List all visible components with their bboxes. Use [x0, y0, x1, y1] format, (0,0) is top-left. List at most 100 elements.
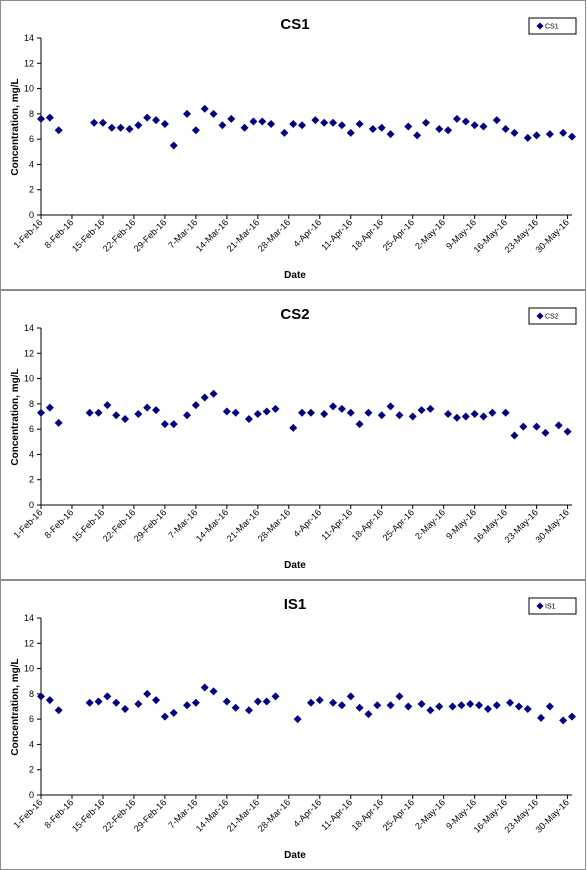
x-tick-label: 28-Mar-16 [256, 797, 292, 833]
y-tick-label: 12 [24, 638, 34, 648]
data-point [231, 703, 240, 712]
y-tick-label: 12 [24, 348, 34, 358]
x-tick-label: 22-Feb-16 [101, 217, 137, 253]
chart-title: CS1 [280, 16, 309, 33]
data-point [448, 702, 457, 711]
data-point [568, 712, 576, 721]
data-point [227, 114, 236, 123]
data-point [315, 696, 324, 705]
data-point [386, 402, 395, 411]
data-point [364, 710, 373, 719]
data-point [355, 703, 364, 712]
data-point [355, 119, 364, 128]
data-point [537, 713, 546, 722]
y-tick-label: 10 [24, 374, 34, 384]
y-tick-label: 6 [29, 424, 34, 434]
data-point [541, 428, 550, 437]
data-point [306, 698, 315, 707]
data-point [368, 125, 377, 134]
legend-box [528, 307, 577, 325]
data-point [532, 422, 541, 431]
data-point [262, 407, 271, 416]
data-point [311, 116, 320, 125]
data-point [452, 114, 461, 123]
y-tick-label: 0 [29, 210, 34, 220]
data-point [395, 411, 404, 420]
data-point [37, 408, 45, 417]
data-point [183, 109, 192, 118]
x-tick-label: 28-Mar-16 [256, 217, 292, 253]
data-point [337, 404, 346, 413]
data-point [143, 403, 152, 412]
data-point [98, 118, 107, 127]
data-point [112, 411, 121, 420]
data-point [152, 406, 161, 415]
y-tick-label: 0 [29, 500, 34, 510]
legend-box [528, 17, 577, 35]
chart-panel-cs1: CS1 0 2 4 6 8 10 12 14 1-Feb-16 8-Feb-16 15-Feb-16 2… [0, 0, 586, 290]
data-point [244, 415, 253, 424]
x-tick-label: 30-May-16 [533, 217, 570, 254]
data-point [253, 697, 262, 706]
x-tick-label: 11-Apr-16 [319, 217, 354, 252]
y-tick-label: 2 [29, 765, 34, 775]
data-point [386, 130, 395, 139]
chart-title: IS1 [284, 596, 307, 613]
y-axis-title: Concentration, mg/L [10, 658, 21, 755]
y-axis-title: Concentration, mg/L [10, 78, 21, 175]
data-point [346, 128, 355, 137]
x-axis-title: Date [284, 270, 306, 281]
data-point [479, 122, 488, 131]
x-tick-label: 2-May-16 [413, 797, 447, 831]
data-point [461, 117, 470, 126]
data-point [298, 408, 307, 417]
data-point [85, 698, 94, 707]
data-point [492, 116, 501, 125]
data-point [116, 123, 125, 132]
x-tick-label: 2-May-16 [413, 507, 447, 541]
data-point [143, 113, 152, 122]
data-point [258, 117, 267, 126]
data-point [545, 130, 554, 139]
y-axis-title: Concentration, mg/L [10, 368, 21, 465]
y-tick-label: 2 [29, 185, 34, 195]
data-point [152, 696, 161, 705]
data-point [404, 122, 413, 131]
data-point [240, 123, 249, 132]
y-tick-label: 0 [29, 790, 34, 800]
data-point [222, 697, 231, 706]
data-point [160, 712, 169, 721]
x-axis-title: Date [284, 850, 306, 861]
y-tick-label: 10 [24, 664, 34, 674]
x-tick-label: 11-Apr-16 [319, 797, 354, 832]
x-tick-label: 22-Feb-16 [101, 797, 137, 833]
x-tick-label: 25-Apr-16 [381, 797, 416, 832]
x-tick-label: 22-Feb-16 [101, 507, 137, 543]
data-point [514, 702, 523, 711]
data-point [289, 423, 298, 432]
legend-label: IS1 [545, 604, 556, 611]
data-point [470, 409, 479, 418]
x-tick-label: 29-Feb-16 [132, 217, 168, 253]
data-point [337, 121, 346, 130]
data-point [121, 705, 130, 714]
chart-is1: IS1024681012141-Feb-168-Feb-1615-Feb-162… [10, 596, 577, 861]
data-point [54, 706, 63, 715]
y-tick-label: 12 [24, 58, 34, 68]
data-point [267, 119, 276, 128]
data-point [408, 412, 417, 421]
x-tick-label: 14-Mar-16 [194, 217, 230, 253]
data-point [222, 407, 231, 416]
data-point [85, 408, 94, 417]
data-point [475, 701, 484, 710]
data-point [329, 118, 338, 127]
data-point [191, 126, 200, 135]
data-point [134, 409, 143, 418]
chart-panel-cs2: CS2 0 2 4 6 8 10 12 14 1-Feb-16 8-Feb-16 15-Feb-16 2… [0, 290, 586, 580]
data-point [209, 389, 218, 398]
data-point [125, 125, 134, 134]
x-tick-label: 18-Apr-16 [350, 507, 385, 542]
data-point [501, 125, 510, 134]
x-tick-label: 15-Feb-16 [70, 797, 106, 833]
data-point [271, 404, 280, 413]
